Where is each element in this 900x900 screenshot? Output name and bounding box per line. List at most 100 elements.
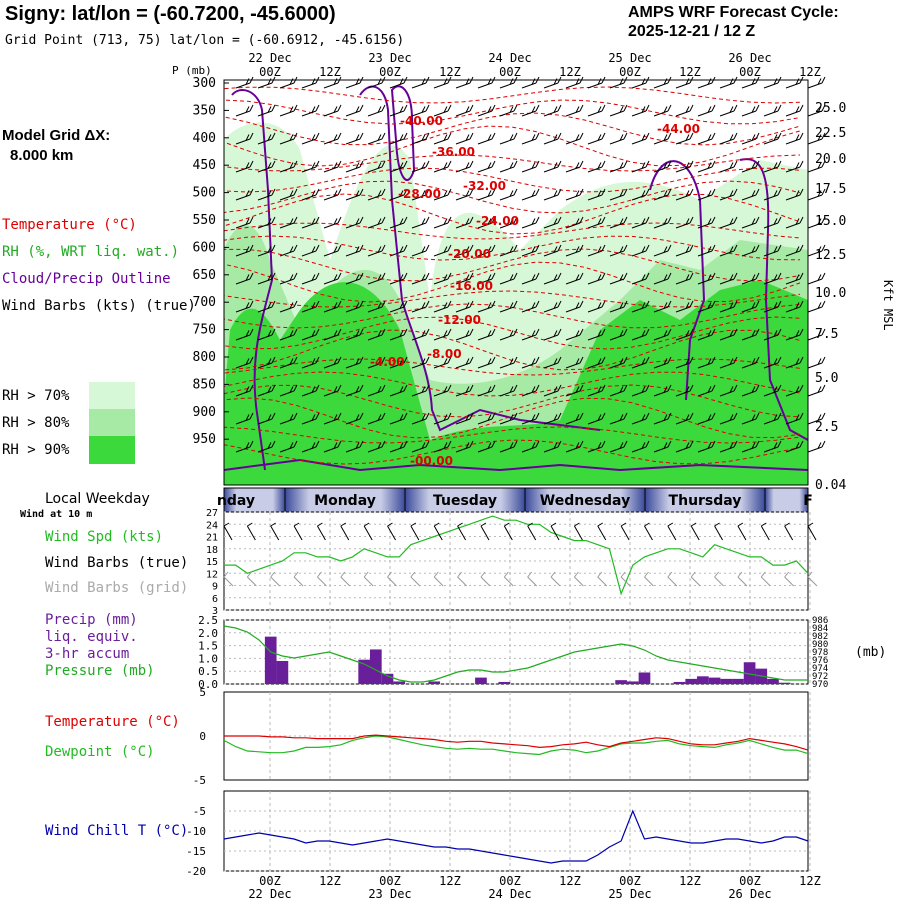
barb-flag [425,188,430,196]
xsec-wind-barb [345,356,364,369]
wind-barb-true [480,525,490,541]
barb-shaft [367,82,383,89]
precip-tick-label: 2.0 [198,627,218,640]
barb-flag [553,134,558,141]
barb-shaft [323,278,339,285]
pressure-tick-label: 974 [812,664,828,674]
temp-contour-label: -40.00 [400,114,443,128]
forecast-cycle-line2: 2025-12-21 / 12 Z [628,23,756,40]
wind-barb-grid [480,576,491,587]
forecast-cycle: AMPS WRF Forecast Cycle: 2025-12-21 / 12… [628,3,839,41]
barb-shaft [785,334,801,341]
barb-flag [443,162,448,169]
xsec-wind-barb [389,244,408,257]
wind-barb-grid-flag [223,571,229,578]
barb-flag [645,244,650,252]
pressure-tick-label: 976 [812,656,828,666]
wind-barb-grid [433,576,444,587]
xsec-wind-barb [433,216,452,229]
cloud-outline-5 [223,458,809,472]
precip-bar [708,677,721,684]
barb-flag [663,302,668,309]
barb-flag [645,216,650,224]
barb-flag [245,134,250,141]
barb-flag [491,244,496,252]
barb-shaft [345,278,361,285]
barb-flag [403,384,408,392]
barb-shaft [565,446,581,453]
xsec-wind-barb [675,356,694,369]
barb-flag [359,272,364,280]
temp-contour-label: -00.00 [410,454,453,468]
barb-shaft [543,138,559,145]
xsec-wind-barb [301,216,320,229]
xsec-wind-barb [235,300,254,313]
xsec-wind-barb [367,104,386,117]
barb-flag [641,442,646,449]
barb-shaft [257,194,273,201]
barb-shaft [697,138,713,145]
xsec-wind-barb [807,244,826,257]
barb-flag [359,384,364,392]
barb-flag [641,134,646,141]
pressure-tick-label: 400 [193,131,216,146]
barb-shaft [521,166,537,173]
barb-shaft [609,334,625,341]
barb-flag [535,440,540,448]
rh-swatch-90 [89,436,135,464]
barb-flag [553,442,558,449]
wind-barb-grid [363,576,374,587]
precip-bar [767,678,779,684]
barb-flag [795,218,800,225]
barb-flag [333,386,338,393]
barb-flag [447,188,452,196]
xsec-wind-barb [499,384,518,397]
barb-flag [751,302,756,309]
barb-shaft [301,446,317,453]
barb-flag [315,328,320,336]
barb-flag [403,104,408,112]
xsec-wind-barb [719,216,738,229]
temp-tick-label: 0 [199,730,206,743]
barb-flag [425,384,430,392]
barb-shaft [741,166,757,173]
barb-shaft [587,82,603,89]
barb-flag [601,272,606,280]
xsec-wind-barb [697,384,716,397]
height-tick-label: 15.0 [815,214,846,229]
barb-flag [795,190,800,197]
wind-barb-true-flag [761,522,767,527]
barb-flag [421,218,426,225]
xsec-wind-barb [389,104,408,117]
barb-flag [531,414,536,421]
barb-shaft [543,194,559,201]
barb-flag [377,386,382,393]
precip-tick-label: 0.5 [198,665,218,678]
barb-flag [667,412,672,420]
xsec-wind-barb [301,132,320,145]
barb-flag [267,302,272,309]
barb-shaft [477,446,493,453]
barb-flag [773,330,778,337]
xsec-wind-barb [477,104,496,117]
xsec-wind-barb [257,104,276,117]
xsec-wind-barb [411,160,430,173]
xsec-wind-barb [345,216,364,229]
xsec-wind-barb [587,384,606,397]
barb-flag [315,244,320,252]
xsec-wind-barb [477,328,496,341]
wind-barb-grid-flag [784,571,790,578]
barb-flag [311,190,316,197]
xsec-wind-barb [609,300,628,313]
wind-tick-label: 9 [212,582,218,593]
barb-flag [469,132,474,140]
barb-shaft [719,166,735,173]
xsec-wind-barb [477,440,496,453]
barb-flag [403,132,408,140]
barb-flag [729,246,734,253]
barb-shaft [741,110,757,117]
precip-bar [743,662,756,684]
wind-barb-grid-flag [714,571,719,578]
top-date-label: 22 Dec [248,51,291,65]
xsec-wind-barb [565,216,584,229]
